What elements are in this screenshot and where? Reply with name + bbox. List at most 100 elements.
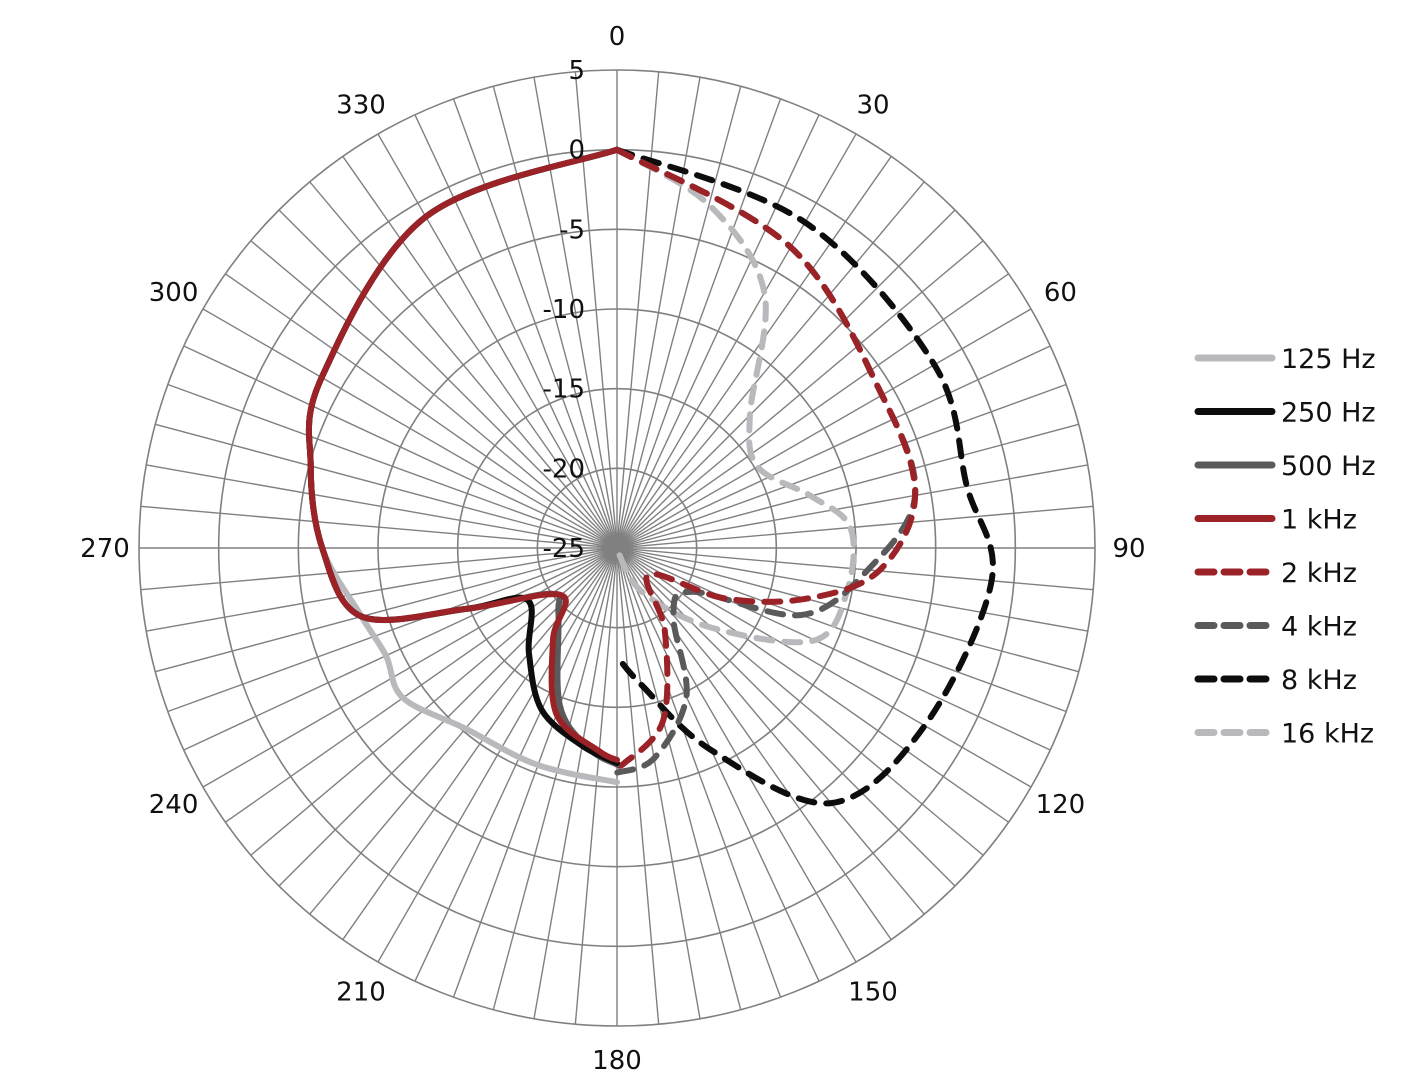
grid-spoke — [183, 345, 618, 549]
grid-spoke — [616, 98, 782, 549]
grid-spoke — [616, 547, 701, 1019]
grid-spoke — [250, 547, 618, 856]
grid-spoke — [183, 547, 618, 751]
grid-spoke — [492, 86, 618, 549]
grid-spoke — [342, 156, 618, 549]
grid-spoke — [533, 77, 618, 549]
radial-tick-label: -15 — [543, 375, 585, 405]
grid-spoke — [616, 181, 925, 549]
angle-tick-label: 120 — [1036, 790, 1086, 820]
grid-spoke — [616, 547, 1079, 673]
grid-spoke — [616, 240, 984, 549]
legend-label: 1 kHz — [1281, 505, 1357, 536]
legend-item: 250 Hz — [1194, 398, 1376, 429]
grid-spoke — [616, 71, 660, 549]
grid-spoke — [140, 505, 618, 549]
grid-spoke — [616, 547, 1067, 713]
grid-spoke — [278, 209, 618, 549]
legend-item: 2 kHz — [1194, 558, 1357, 589]
grid-spoke — [146, 547, 618, 632]
grid-spoke — [616, 547, 925, 915]
legend-item: 125 Hz — [1194, 344, 1376, 375]
angle-tick-label: 330 — [336, 91, 386, 121]
legend-item: 4 kHz — [1194, 612, 1357, 643]
series-line — [614, 146, 919, 769]
grid-spoke — [616, 77, 701, 549]
grid-spoke — [616, 423, 1079, 549]
grid-spoke — [202, 308, 618, 549]
grid-spoke — [616, 114, 820, 549]
grid-spoke — [452, 98, 618, 549]
grid-spoke — [616, 156, 892, 549]
polar-grid — [138, 69, 1096, 1027]
legend-label: 125 Hz — [1281, 344, 1376, 375]
grid-spoke — [616, 547, 984, 856]
grid-spoke — [616, 345, 1051, 549]
grid-spoke — [377, 133, 618, 549]
legend-label: 2 kHz — [1281, 558, 1357, 589]
grid-spoke — [167, 383, 618, 549]
grid-spoke — [492, 547, 618, 1010]
legend-label: 8 kHz — [1281, 665, 1357, 696]
grid-spoke — [574, 71, 618, 549]
legend-label: 500 Hz — [1281, 451, 1376, 482]
grid-spoke — [616, 383, 1067, 549]
grid-spoke — [155, 423, 618, 549]
grid-spoke — [616, 547, 660, 1025]
legend-item: 8 kHz — [1194, 665, 1357, 696]
grid-spoke — [309, 181, 618, 549]
legend-label: 250 Hz — [1281, 398, 1376, 429]
series-line — [614, 146, 996, 807]
radial-tick-label: 0 — [568, 136, 585, 166]
legend-label: 16 kHz — [1281, 719, 1374, 750]
grid-spoke — [616, 86, 742, 549]
angle-tick-label: 300 — [149, 278, 199, 308]
grid-spoke — [414, 547, 618, 982]
legend: 125 Hz 250 Hz 500 Hz 1 kHz 2 kHz 4 kHz 8 kHz 16… — [1194, 344, 1376, 750]
grid-spoke — [342, 547, 618, 940]
grid-spoke — [616, 547, 1051, 751]
angle-tick-label: 60 — [1044, 278, 1077, 308]
angle-tick-label: 150 — [848, 977, 898, 1007]
grid-spoke — [533, 547, 618, 1019]
grid-spoke — [616, 133, 857, 549]
grid-spoke — [225, 273, 618, 549]
grid-spoke — [414, 114, 618, 549]
angle-tick-label: 30 — [856, 91, 889, 121]
grid-spoke — [140, 547, 618, 591]
grid-spoke — [155, 547, 618, 673]
radial-tick-label: -10 — [543, 295, 585, 325]
angle-tick-label: 180 — [592, 1046, 642, 1076]
grid-spoke — [616, 547, 1009, 823]
grid-spoke — [616, 464, 1088, 549]
grid-spoke — [167, 547, 618, 713]
axis-labels: 030609012015018021024027030033050-5-10-1… — [80, 22, 1145, 1076]
angle-tick-label: 240 — [149, 790, 199, 820]
angle-tick-label: 0 — [609, 22, 626, 52]
series-line — [614, 146, 857, 646]
legend-item: 500 Hz — [1194, 451, 1376, 482]
grid-spoke — [250, 240, 618, 549]
grid-spoke — [616, 547, 857, 963]
series-line — [305, 146, 620, 763]
radial-tick-label: -5 — [559, 215, 585, 245]
grid-spoke — [574, 547, 618, 1025]
angle-tick-label: 90 — [1112, 534, 1145, 564]
grid-spoke — [202, 547, 618, 788]
grid-spoke — [616, 505, 1094, 549]
grid-spoke — [616, 547, 782, 998]
radial-tick-label: 5 — [568, 56, 585, 86]
legend-label: 4 kHz — [1281, 612, 1357, 643]
grid-spoke — [616, 209, 956, 549]
legend-item: 16 kHz — [1194, 719, 1374, 750]
grid-spoke — [452, 547, 618, 998]
grid-spoke — [616, 547, 742, 1010]
radial-tick-label: -25 — [543, 534, 585, 564]
grid-spoke — [377, 547, 618, 963]
angle-tick-label: 210 — [336, 977, 386, 1007]
grid-spoke — [146, 464, 618, 549]
grid-spoke — [616, 273, 1009, 549]
grid-spoke — [616, 547, 820, 982]
angle-tick-label: 270 — [80, 534, 130, 564]
